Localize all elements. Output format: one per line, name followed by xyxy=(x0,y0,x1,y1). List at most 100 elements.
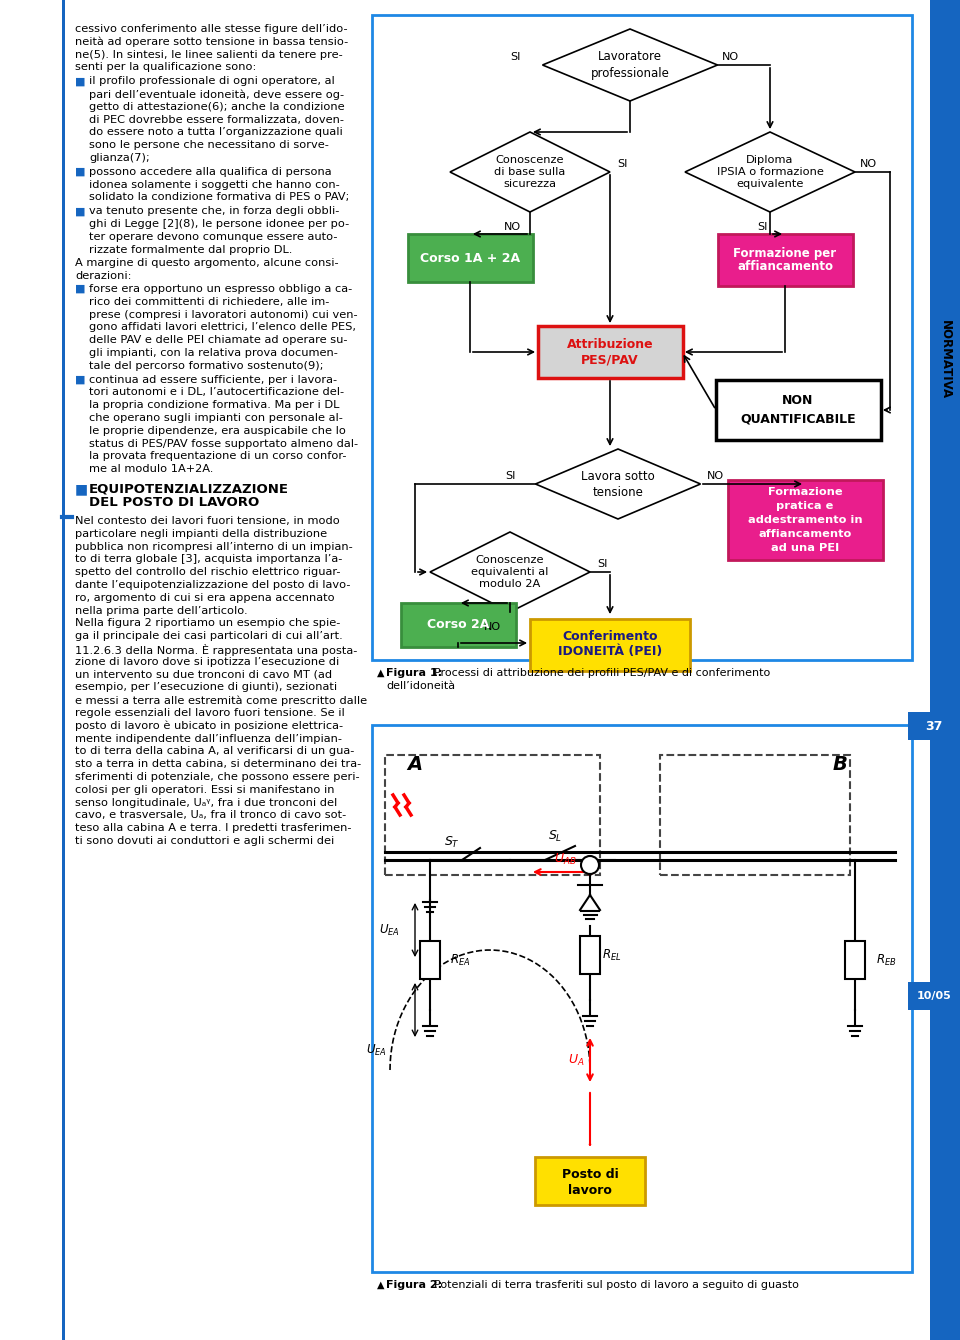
Text: sono le persone che necessitano di sorve-: sono le persone che necessitano di sorve… xyxy=(89,141,329,150)
Text: teso alla cabina A e terra. I predetti trasferimen-: teso alla cabina A e terra. I predetti t… xyxy=(75,823,351,833)
Text: ne(5). In sintesi, le linee salienti da tenere pre-: ne(5). In sintesi, le linee salienti da … xyxy=(75,50,343,59)
Text: rizzate formalmente dal proprio DL.: rizzate formalmente dal proprio DL. xyxy=(89,245,293,255)
Text: PES/PAV: PES/PAV xyxy=(581,354,638,367)
Text: $R_{EA}$: $R_{EA}$ xyxy=(450,953,470,967)
Bar xyxy=(580,937,600,974)
Text: NORMATIVA: NORMATIVA xyxy=(939,320,951,399)
Text: NO: NO xyxy=(484,622,500,632)
Text: colosi per gli operatori. Essi si manifestano in: colosi per gli operatori. Essi si manife… xyxy=(75,785,334,795)
Text: addestramento in: addestramento in xyxy=(748,515,862,525)
Text: di base sulla: di base sulla xyxy=(494,168,565,177)
Text: solidato la condizione formativa di PES o PAV;: solidato la condizione formativa di PES … xyxy=(89,193,349,202)
Text: spetto del controllo del rischio elettrico riguar-: spetto del controllo del rischio elettri… xyxy=(75,567,341,578)
Text: pubblica non ricompresi all’interno di un impian-: pubblica non ricompresi all’interno di u… xyxy=(75,541,352,552)
Text: ■: ■ xyxy=(75,76,85,86)
Bar xyxy=(385,754,600,875)
Bar xyxy=(660,754,850,875)
Text: ■: ■ xyxy=(75,206,85,216)
Text: affiancamento: affiancamento xyxy=(758,529,852,539)
Bar xyxy=(908,982,960,1010)
Text: ■: ■ xyxy=(75,284,85,293)
Text: 10/05: 10/05 xyxy=(917,992,951,1001)
Bar xyxy=(715,381,880,440)
Text: NO: NO xyxy=(859,159,876,169)
Text: sicurezza: sicurezza xyxy=(503,180,557,189)
Text: SI: SI xyxy=(756,222,767,232)
Text: gono affidati lavori elettrici, l’elenco delle PES,: gono affidati lavori elettrici, l’elenco… xyxy=(89,323,356,332)
Text: to di terra della cabina A, al verificarsi di un gua-: to di terra della cabina A, al verificar… xyxy=(75,746,354,756)
Text: Formazione: Formazione xyxy=(768,486,842,497)
Text: NO: NO xyxy=(707,470,724,481)
Text: equivalenti al: equivalenti al xyxy=(471,567,549,578)
Text: particolare negli impianti della distribuzione: particolare negli impianti della distrib… xyxy=(75,529,327,539)
Bar xyxy=(420,941,440,980)
Text: DEL POSTO DI LAVORO: DEL POSTO DI LAVORO xyxy=(89,496,259,509)
Text: esempio, per l’esecuzione di giunti), sezionati: esempio, per l’esecuzione di giunti), se… xyxy=(75,682,337,693)
Bar xyxy=(372,725,912,1272)
Text: SI: SI xyxy=(510,52,520,62)
Text: dante l’equipotenzializzazione del posto di lavo-: dante l’equipotenzializzazione del posto… xyxy=(75,580,350,590)
Bar xyxy=(908,712,960,740)
Text: pari dell’eventuale idoneità, deve essere og-: pari dell’eventuale idoneità, deve esser… xyxy=(89,88,344,99)
Text: equivalente: equivalente xyxy=(736,180,804,189)
Text: Corso 1A + 2A: Corso 1A + 2A xyxy=(420,252,520,264)
Text: il profilo professionale di ogni operatore, al: il profilo professionale di ogni operato… xyxy=(89,76,335,86)
Text: me al modulo 1A+2A.: me al modulo 1A+2A. xyxy=(89,464,213,474)
Text: tale del percorso formativo sostenuto(9);: tale del percorso formativo sostenuto(9)… xyxy=(89,360,324,371)
Text: $R_{EB}$: $R_{EB}$ xyxy=(876,953,897,967)
Text: tori autonomi e i DL, l’autocertificazione del-: tori autonomi e i DL, l’autocertificazio… xyxy=(89,387,344,398)
Text: derazioni:: derazioni: xyxy=(75,271,132,281)
Text: Conferimento: Conferimento xyxy=(563,630,658,642)
Circle shape xyxy=(581,856,599,874)
Text: modulo 2A: modulo 2A xyxy=(479,579,540,590)
Bar xyxy=(728,480,882,560)
Text: Attribuzione: Attribuzione xyxy=(566,338,654,351)
Text: cavo, e trasversale, Uₐ, fra il tronco di cavo sot-: cavo, e trasversale, Uₐ, fra il tronco d… xyxy=(75,811,347,820)
Text: ELETTRIFICAZIONE: ELETTRIFICAZIONE xyxy=(940,1081,950,1198)
Text: ad una PEI: ad una PEI xyxy=(771,543,839,553)
Text: un intervento su due tronconi di cavo MT (ad: un intervento su due tronconi di cavo MT… xyxy=(75,670,332,679)
Text: senso longitudinale, Uₐᵞ, fra i due tronconi del: senso longitudinale, Uₐᵞ, fra i due tron… xyxy=(75,797,337,808)
Text: regole essenziali del lavoro fuori tensione. Se il: regole essenziali del lavoro fuori tensi… xyxy=(75,708,345,718)
Text: posto di lavoro è ubicato in posizione elettrica-: posto di lavoro è ubicato in posizione e… xyxy=(75,721,343,732)
Text: neità ad operare sotto tensione in bassa tensio-: neità ad operare sotto tensione in bassa… xyxy=(75,36,348,47)
Text: ga il principale dei casi particolari di cui all’art.: ga il principale dei casi particolari di… xyxy=(75,631,343,642)
Text: possono accedere alla qualifica di persona: possono accedere alla qualifica di perso… xyxy=(89,166,331,177)
Text: pratica e: pratica e xyxy=(777,501,833,511)
Text: B: B xyxy=(832,756,848,775)
Text: $S_L$: $S_L$ xyxy=(548,829,563,844)
Text: sto a terra in detta cabina, si determinano dei tra-: sto a terra in detta cabina, si determin… xyxy=(75,760,361,769)
Text: dell’idoneità: dell’idoneità xyxy=(386,681,455,691)
Text: status di PES/PAV fosse supportato almeno dal-: status di PES/PAV fosse supportato almen… xyxy=(89,438,358,449)
Text: 11.2.6.3 della Norma. È rappresentata una posta-: 11.2.6.3 della Norma. È rappresentata un… xyxy=(75,645,357,657)
Text: NO: NO xyxy=(503,222,520,232)
Text: ▲: ▲ xyxy=(377,1280,385,1290)
Text: idonea solamente i soggetti che hanno con-: idonea solamente i soggetti che hanno co… xyxy=(89,180,340,189)
Text: sferimenti di potenziale, che possono essere peri-: sferimenti di potenziale, che possono es… xyxy=(75,772,360,783)
Text: EQUIPOTENZIALIZZAZIONE: EQUIPOTENZIALIZZAZIONE xyxy=(89,482,289,494)
Text: Lavora sotto: Lavora sotto xyxy=(581,469,655,482)
Text: ■: ■ xyxy=(75,375,85,385)
Text: di PEC dovrebbe essere formalizzata, doven-: di PEC dovrebbe essere formalizzata, dov… xyxy=(89,115,344,125)
Text: IDONEITÀ (PEI): IDONEITÀ (PEI) xyxy=(558,646,662,658)
Text: SI: SI xyxy=(505,470,516,481)
Text: forse era opportuno un espresso obbligo a ca-: forse era opportuno un espresso obbligo … xyxy=(89,284,352,293)
Bar xyxy=(930,0,960,1340)
Text: Figura 2:: Figura 2: xyxy=(386,1280,443,1290)
Bar xyxy=(717,234,852,285)
Text: ■: ■ xyxy=(75,166,85,177)
Text: $U_A$: $U_A$ xyxy=(568,1052,585,1068)
Text: A margine di questo argomento, alcune consi-: A margine di questo argomento, alcune co… xyxy=(75,259,339,268)
Text: Nel contesto dei lavori fuori tensione, in modo: Nel contesto dei lavori fuori tensione, … xyxy=(75,516,340,527)
Text: SI: SI xyxy=(617,159,627,169)
Text: Conoscenze: Conoscenze xyxy=(476,555,544,565)
Text: 37: 37 xyxy=(925,720,943,733)
Text: rico dei committenti di richiedere, alle im-: rico dei committenti di richiedere, alle… xyxy=(89,296,329,307)
Text: ■: ■ xyxy=(75,482,88,496)
Text: $S_T$: $S_T$ xyxy=(444,835,460,850)
Text: va tenuto presente che, in forza degli obbli-: va tenuto presente che, in forza degli o… xyxy=(89,206,340,216)
Text: QUANTIFICABILE: QUANTIFICABILE xyxy=(740,413,855,426)
Text: Nella figura 2 riportiamo un esempio che spie-: Nella figura 2 riportiamo un esempio che… xyxy=(75,618,341,628)
Text: ▲: ▲ xyxy=(377,669,385,678)
Text: le proprie dipendenze, era auspicabile che lo: le proprie dipendenze, era auspicabile c… xyxy=(89,426,346,436)
